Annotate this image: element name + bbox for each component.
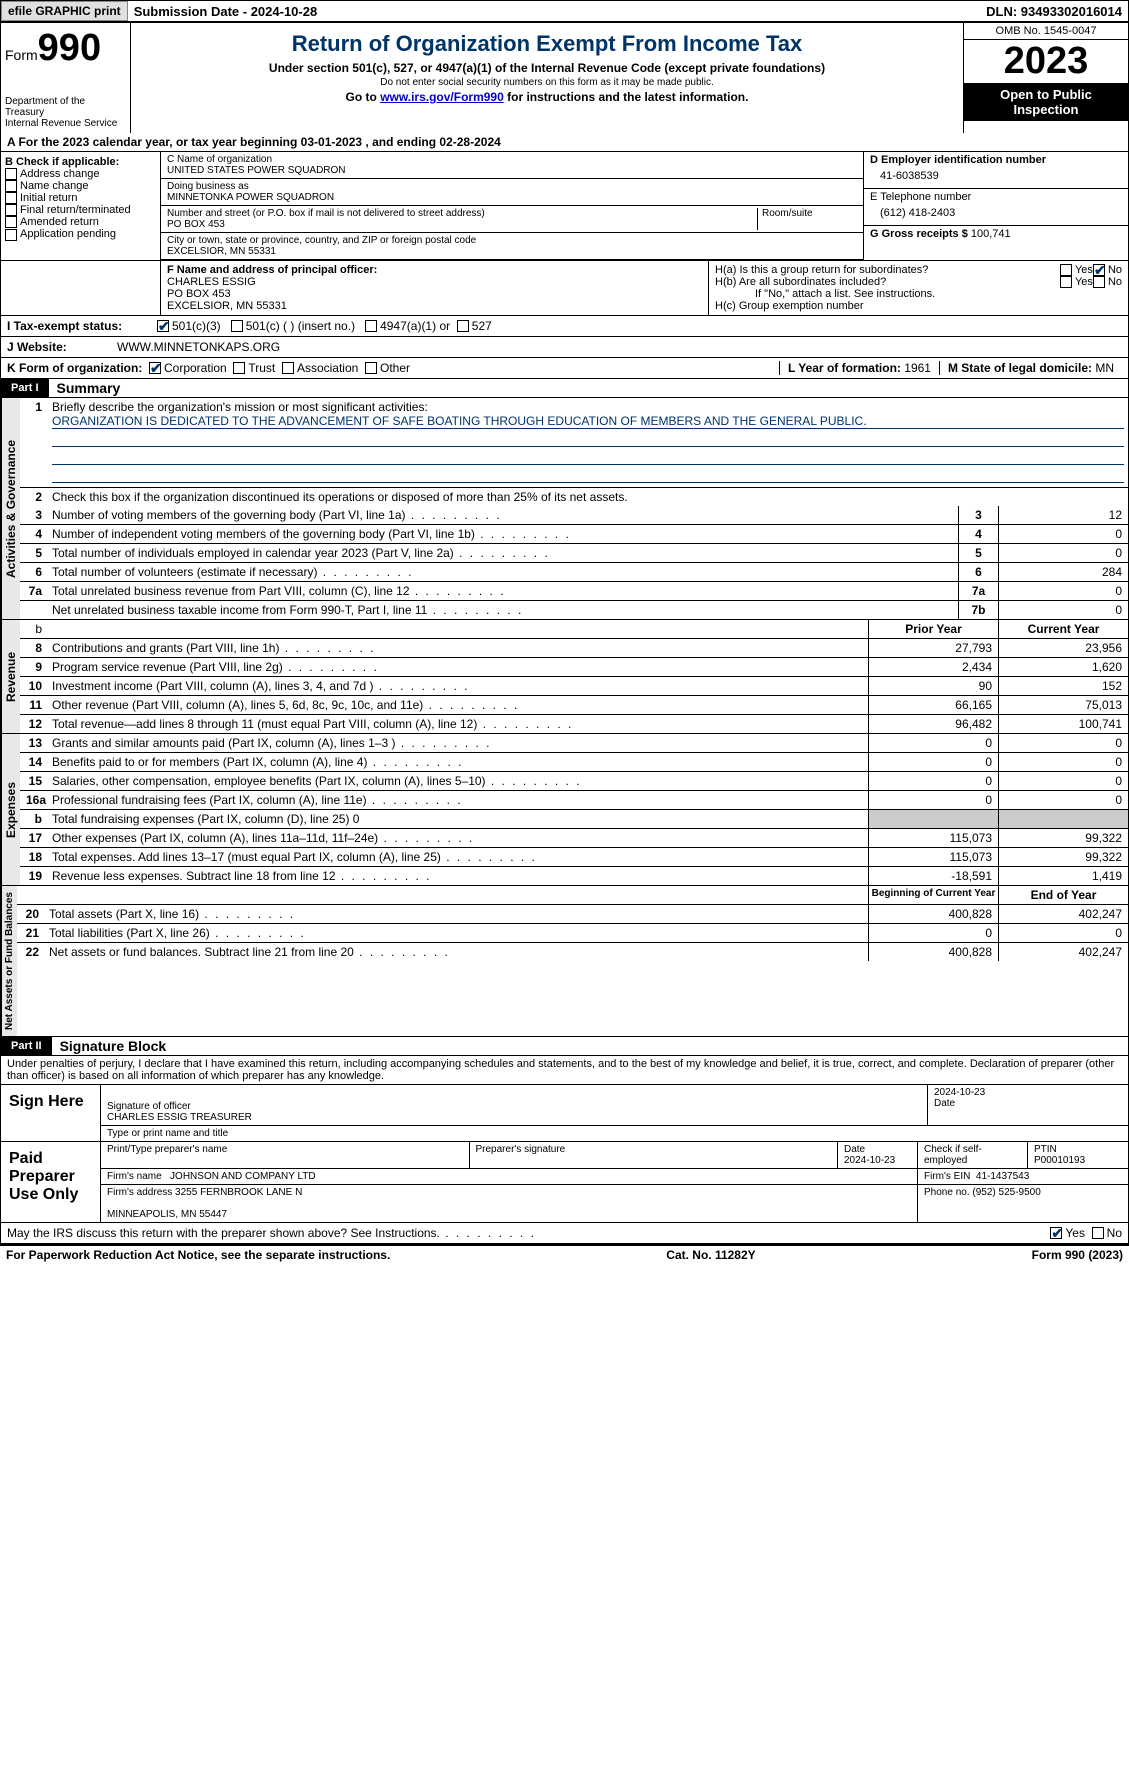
telephone: (612) 418-2403 [870,203,1122,223]
omb-number: OMB No. 1545-0047 [964,23,1128,40]
ptin: P00010193 [1034,1155,1085,1166]
efile-print-button[interactable]: efile GRAPHIC print [1,1,128,21]
subtitle-1: Under section 501(c), 527, or 4947(a)(1)… [135,61,959,75]
officer-signature: CHARLES ESSIG TREASURER [107,1112,252,1123]
form-label: Form [5,47,38,63]
trust-checkbox[interactable] [233,362,245,374]
hb-yes-checkbox[interactable] [1060,276,1072,288]
ein: 41-6038539 [870,166,1122,186]
corp-checkbox[interactable] [149,362,161,374]
irs-link[interactable]: www.irs.gov/Form990 [380,90,504,104]
dept-treasury: Department of the Treasury [5,96,126,118]
entity-info-grid: B Check if applicable: Address changeNam… [0,152,1129,261]
footer: For Paperwork Reduction Act Notice, see … [0,1244,1129,1264]
col-d-ein-tel: D Employer identification number41-60385… [863,152,1128,260]
form-number: 990 [38,27,101,69]
colb-checkbox[interactable] [5,168,17,180]
colb-checkbox[interactable] [5,216,17,228]
org-name: UNITED STATES POWER SQUADRON [167,165,857,176]
ha-yes-checkbox[interactable] [1060,264,1072,276]
part2-header: Part IISignature Block [0,1037,1129,1056]
subtitle-3: Go to www.irs.gov/Form990 for instructio… [135,90,959,104]
website-url: WWW.MINNETONKAPS.ORG [117,340,280,354]
colb-checkbox[interactable] [5,204,17,216]
irs-label: Internal Revenue Service [5,118,126,129]
other-checkbox[interactable] [365,362,377,374]
assoc-checkbox[interactable] [282,362,294,374]
firm-phone: (952) 525-9500 [972,1187,1040,1198]
dln: DLN: 93493302016014 [980,2,1128,21]
mission-text: ORGANIZATION IS DEDICATED TO THE ADVANCE… [52,414,1124,429]
submission-date: Submission Date - 2024-10-28 [128,2,324,21]
row-k-org-form: K Form of organization: Corporation Trus… [0,358,1129,379]
dba-name: MINNETONKA POWER SQUADRON [167,192,857,203]
street-address: PO BOX 453 [167,219,757,230]
revenue-section: Revenue b Prior Year Current Year 8Contr… [0,620,1129,734]
form-header: Form990 Department of the Treasury Inter… [0,22,1129,133]
colb-checkbox[interactable] [5,192,17,204]
state-domicile: MN [1095,361,1114,375]
part1-header: Part ISummary [0,379,1129,398]
expenses-section: Expenses 13Grants and similar amounts pa… [0,734,1129,886]
col-b-checkboxes: B Check if applicable: Address changeNam… [1,152,161,260]
ha-no-checkbox[interactable] [1093,264,1105,276]
row-j-website: J Website: WWW.MINNETONKAPS.ORG [0,337,1129,358]
colb-checkbox[interactable] [5,180,17,192]
hb-no-checkbox[interactable] [1093,276,1105,288]
4947-checkbox[interactable] [365,320,377,332]
discuss-yes-checkbox[interactable] [1050,1227,1062,1239]
501c-checkbox[interactable] [231,320,243,332]
net-assets-section: Net Assets or Fund Balances Beginning of… [0,886,1129,1037]
row-i-tax-exempt: I Tax-exempt status: 501(c)(3) 501(c) ( … [0,316,1129,337]
527-checkbox[interactable] [457,320,469,332]
principal-officer: CHARLES ESSIG PO BOX 453 EXCELSIOR, MN 5… [167,276,702,312]
officer-group-row: F Name and address of principal officer:… [0,261,1129,316]
col-c-org-info: C Name of organizationUNITED STATES POWE… [161,152,863,260]
discuss-row: May the IRS discuss this return with the… [0,1223,1129,1244]
city-state-zip: EXCELSIOR, MN 55331 [167,246,857,257]
year-formation: 1961 [904,361,931,375]
public-inspection: Open to Public Inspection [964,83,1128,121]
discuss-no-checkbox[interactable] [1092,1227,1104,1239]
subtitle-2: Do not enter social security numbers on … [135,77,959,88]
activities-governance-section: Activities & Governance 1 Briefly descri… [0,398,1129,620]
row-a-tax-year: A For the 2023 calendar year, or tax yea… [0,133,1129,152]
colb-checkbox[interactable] [5,229,17,241]
perjury-declaration: Under penalties of perjury, I declare th… [0,1056,1129,1085]
form-title: Return of Organization Exempt From Incom… [135,31,959,57]
gross-receipts: 100,741 [971,228,1011,240]
firm-name: JOHNSON AND COMPANY LTD [170,1171,316,1182]
firm-ein: 41-1437543 [976,1171,1029,1182]
signature-block: Sign Here Signature of officerCHARLES ES… [0,1085,1129,1223]
topbar: efile GRAPHIC print Submission Date - 20… [0,0,1129,22]
preparer-date: 2024-10-23 [844,1155,895,1166]
501c3-checkbox[interactable] [157,320,169,332]
tax-year: 2023 [964,40,1128,83]
